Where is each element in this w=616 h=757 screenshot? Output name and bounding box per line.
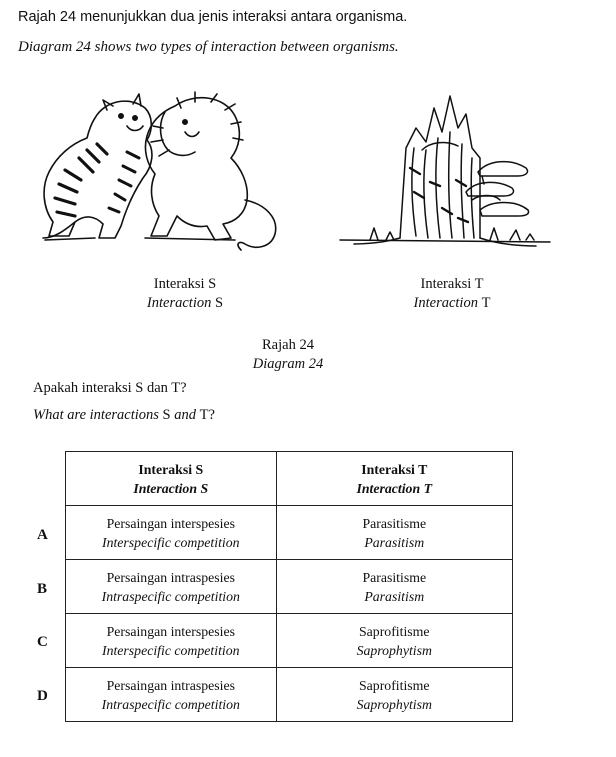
option-row-a[interactable]: Persaingan interspesies Interspecific com… <box>65 505 514 560</box>
option-row-b[interactable]: Persaingan intraspesies Intraspecific com… <box>65 559 514 614</box>
figure-label-s-malay: Interaksi S <box>153 276 217 292</box>
cell-t-english: Parasitism <box>364 534 425 550</box>
cell-s-english: Intraspecific competition <box>101 588 240 604</box>
figure-label-s-english: Interaction S <box>105 294 265 313</box>
option-letter-d[interactable]: D <box>37 688 48 704</box>
ask-english-s: S <box>162 407 171 423</box>
ask-english-pre: What are interactions <box>33 407 159 423</box>
cell-s-malay: Persaingan intraspesies <box>106 677 235 693</box>
header-s-malay: Interaksi S <box>138 461 204 477</box>
ask-malay: Apakah interaksi S dan T? <box>33 380 187 396</box>
option-letter-c[interactable]: C <box>37 634 48 650</box>
diagram-caption-malay: Rajah 24 <box>262 337 314 353</box>
cell-s: Persaingan intraspesies Intraspecific com… <box>65 667 277 722</box>
header-interaction-s: Interaksi S Interaction S <box>65 451 277 506</box>
figure-label-s-word: Interaction <box>146 295 212 311</box>
figure-label-t-english: Interaction T <box>372 294 532 313</box>
cell-s-malay: Persaingan interspesies <box>106 515 235 531</box>
cell-s-english: Interspecific competition <box>101 534 240 550</box>
cell-s-english: Interspecific competition <box>101 642 240 658</box>
tiger-and-lion-fighting-illustration <box>42 91 277 251</box>
diagram-caption-english: Diagram 24 <box>252 356 324 372</box>
cell-t: Parasitisme Parasitism <box>275 505 514 560</box>
cell-t-english: Parasitism <box>364 588 425 604</box>
question-malay: Rajah 24 menunjukkan dua jenis interaksi… <box>18 9 408 25</box>
cell-t-malay: Parasitisme <box>362 569 427 585</box>
cell-s: Persaingan intraspesies Intraspecific com… <box>65 559 277 614</box>
cell-t: Saprofitisme Saprophytism <box>275 667 514 722</box>
option-letter-a[interactable]: A <box>37 527 48 543</box>
cell-t-malay: Saprofitisme <box>359 677 430 693</box>
cell-s: Persaingan interspesies Interspecific com… <box>65 505 277 560</box>
figure-label-t-word: Interaction <box>413 295 478 311</box>
header-s-english: Interaction S <box>133 480 209 496</box>
cell-s-malay: Persaingan interspesies <box>106 623 235 639</box>
cell-s: Persaingan interspesies Interspecific com… <box>65 613 277 668</box>
cell-t: Parasitisme Parasitism <box>275 559 514 614</box>
cell-t-english: Saprophytism <box>356 696 432 712</box>
ask-english-t: T? <box>199 407 215 423</box>
cell-t-english: Saprophytism <box>356 642 432 658</box>
figure-label-t-letter: T <box>481 295 491 311</box>
header-t-malay: Interaksi T <box>361 461 428 477</box>
ask-english-and: and <box>174 407 196 423</box>
figure-caption-s: Interaksi S Interaction S <box>105 275 265 313</box>
ask-english: What are interactions S and T? <box>33 407 215 424</box>
figure-caption-t: Interaksi T Interaction T <box>372 275 532 313</box>
option-row-c[interactable]: Persaingan interspesies Interspecific com… <box>65 613 514 668</box>
table-header-row: Interaksi S Interaction S Interaksi T In… <box>65 451 514 506</box>
cell-s-malay: Persaingan intraspesies <box>106 569 235 585</box>
answer-options-table: Interaksi S Interaction S Interaksi T In… <box>65 451 514 722</box>
figure-label-t-malay: Interaksi T <box>420 276 484 292</box>
option-letter-b[interactable]: B <box>37 581 48 597</box>
question-english: Diagram 24 shows two types of interactio… <box>18 39 399 55</box>
header-t-english: Interaction T <box>356 480 433 496</box>
figure-label-s-letter: S <box>214 295 224 311</box>
tree-stump-with-bracket-fungi-illustration <box>339 95 551 247</box>
cell-s-english: Intraspecific competition <box>101 696 240 712</box>
diagram-caption: Rajah 24 Diagram 24 <box>208 336 368 374</box>
header-interaction-t: Interaksi T Interaction T <box>275 451 514 506</box>
cell-t-malay: Saprofitisme <box>359 623 430 639</box>
cell-t: Saprofitisme Saprophytism <box>275 613 514 668</box>
option-row-d[interactable]: Persaingan intraspesies Intraspecific com… <box>65 667 514 722</box>
cell-t-malay: Parasitisme <box>362 515 427 531</box>
